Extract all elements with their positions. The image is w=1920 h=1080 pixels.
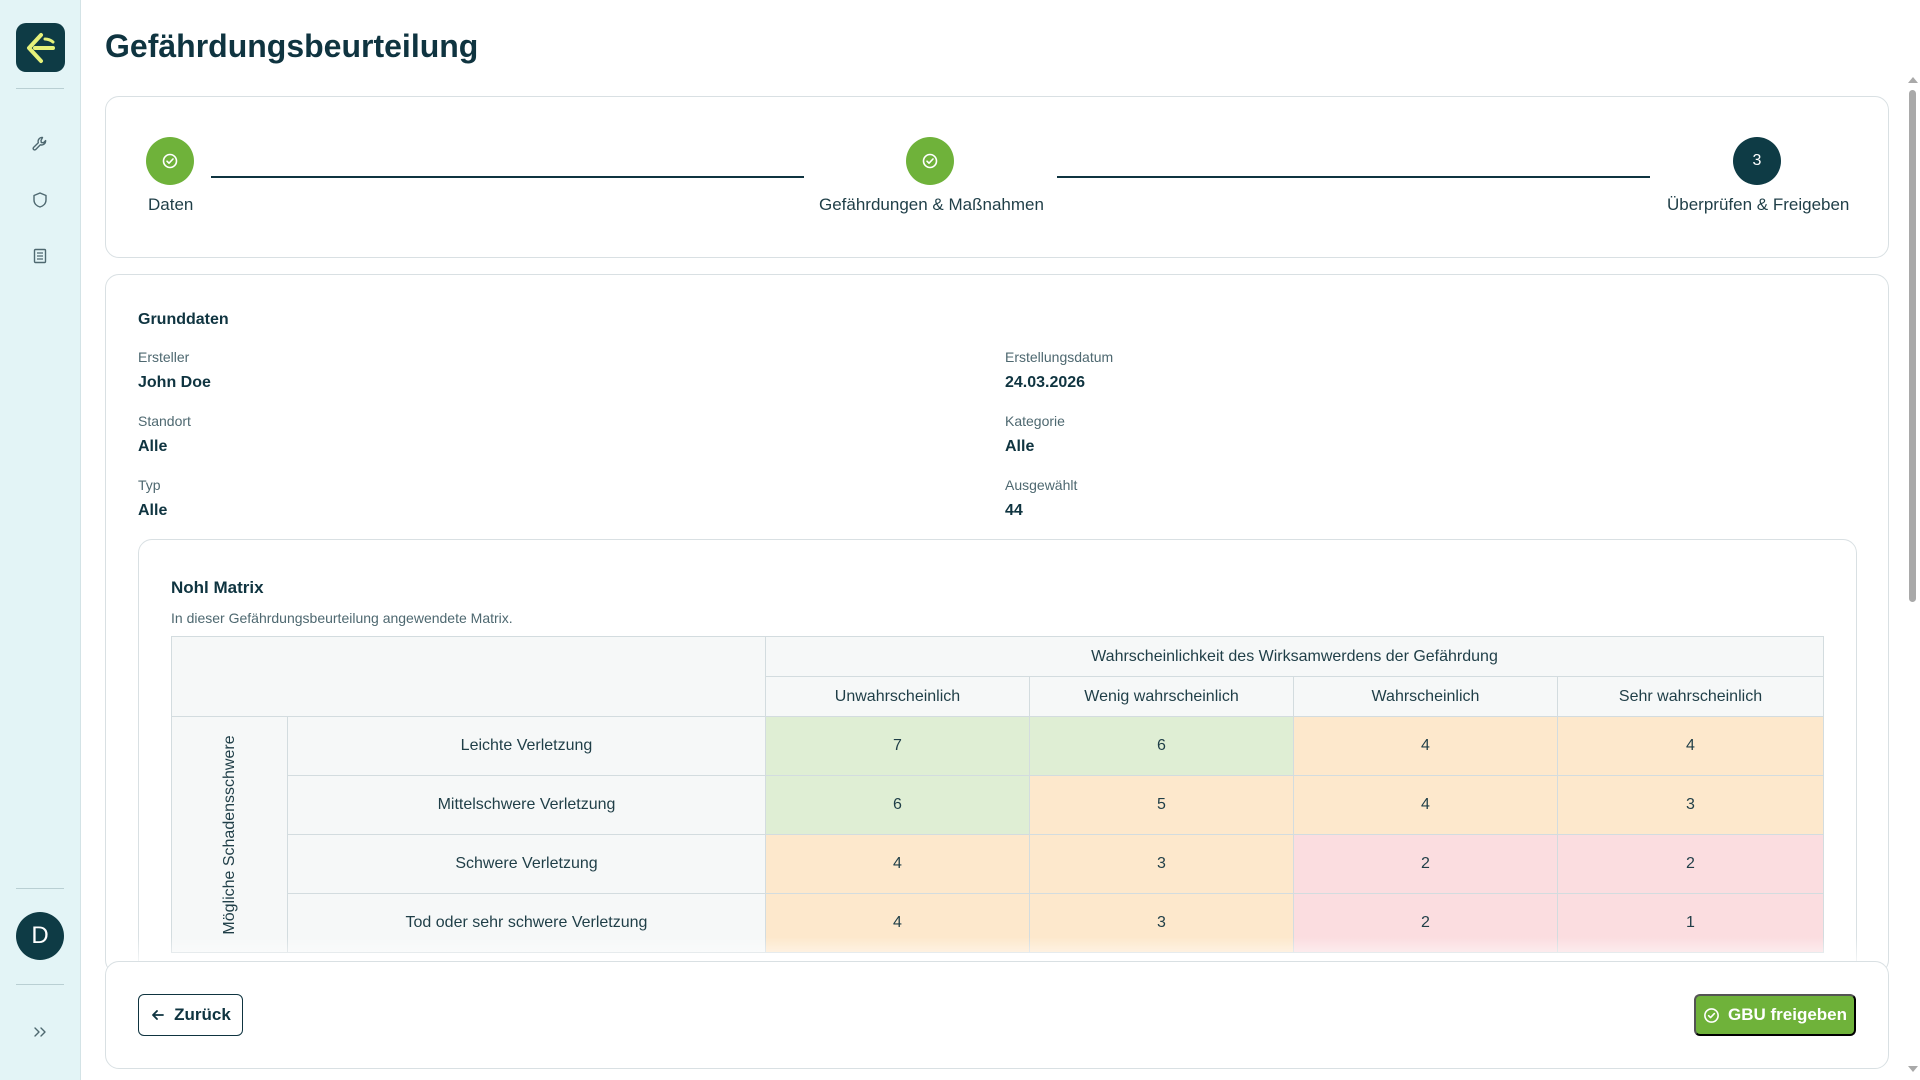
column-group-header: Wahrscheinlichkeit des Wirksamwerdens de… bbox=[765, 636, 1824, 677]
column-header: Unwahrscheinlich bbox=[765, 676, 1030, 717]
matrix-cell: 3 bbox=[1029, 834, 1294, 894]
row-axis-label: Mögliche Schadensschwere bbox=[220, 734, 238, 935]
sidebar-divider bbox=[16, 88, 64, 89]
check-circle-icon bbox=[1704, 1007, 1719, 1023]
sidebar-divider bbox=[16, 984, 64, 985]
step-3-number[interactable]: 3 bbox=[1733, 137, 1781, 185]
ersteller-label: Ersteller bbox=[138, 349, 190, 365]
column-header: Wenig wahrscheinlich bbox=[1029, 676, 1294, 717]
matrix-cell: 6 bbox=[765, 775, 1030, 835]
release-gbu-button[interactable]: GBU freigeben bbox=[1694, 994, 1856, 1036]
release-button-label: GBU freigeben bbox=[1727, 1005, 1848, 1024]
step-1-label: Daten bbox=[148, 195, 194, 214]
typ-value: Alle bbox=[138, 502, 168, 519]
page-scrollbar[interactable] bbox=[1904, 72, 1920, 1072]
standort-value: Alle bbox=[138, 438, 168, 455]
kategorie-label: Kategorie bbox=[1005, 413, 1065, 429]
scroll-down-icon[interactable] bbox=[1908, 1066, 1918, 1072]
grunddaten-title: Grunddaten bbox=[138, 311, 229, 328]
document-icon[interactable] bbox=[28, 244, 52, 268]
erstellungsdatum-value: 24.03.2026 bbox=[1005, 374, 1086, 391]
step-2-label: Gefährdungen & Maßnahmen bbox=[819, 195, 1044, 214]
matrix-subtitle: In dieser Gefährdungsbeurteilung angewen… bbox=[171, 610, 513, 626]
back-button[interactable]: Zurück bbox=[138, 994, 243, 1036]
ausgewaehlt-label: Ausgewählt bbox=[1005, 477, 1078, 493]
scroll-up-icon[interactable] bbox=[1908, 77, 1918, 83]
matrix-cell: 3 bbox=[1557, 775, 1824, 835]
sidebar: D bbox=[0, 0, 81, 1080]
nohl-matrix-card: Nohl Matrix In dieser Gefährdungsbeurtei… bbox=[138, 539, 1857, 973]
matrix-cell: 2 bbox=[1557, 834, 1824, 894]
row-label: Leichte Verletzung bbox=[287, 716, 766, 776]
action-footer: Zurück GBU freigeben bbox=[105, 961, 1889, 1069]
step-2-check-icon[interactable] bbox=[906, 137, 954, 185]
matrix-cell: 6 bbox=[1029, 716, 1294, 776]
stepper: Daten Gefährdungen & Maßnahmen 3 Überprü… bbox=[105, 96, 1889, 258]
column-header: Wahrscheinlich bbox=[1293, 676, 1558, 717]
page-title: Gefährdungsbeurteilung bbox=[105, 28, 479, 64]
matrix-cell: 5 bbox=[1029, 775, 1294, 835]
avatar[interactable]: D bbox=[16, 912, 64, 960]
column-header: Sehr wahrscheinlich bbox=[1557, 676, 1824, 717]
step-3-label: Überprüfen & Freigeben bbox=[1667, 195, 1850, 214]
matrix-cell: 4 bbox=[1293, 716, 1558, 776]
matrix-title: Nohl Matrix bbox=[171, 578, 264, 597]
chevron-double-right-icon[interactable] bbox=[28, 1020, 52, 1044]
step-connector bbox=[211, 176, 804, 178]
sidebar-divider bbox=[16, 888, 64, 889]
scroll-thumb[interactable] bbox=[1909, 90, 1916, 602]
matrix-cell: 4 bbox=[1293, 775, 1558, 835]
standort-label: Standort bbox=[138, 413, 191, 429]
review-panel: Grunddaten Ersteller John Doe Erstellung… bbox=[105, 274, 1889, 974]
matrix-cell: 4 bbox=[765, 834, 1030, 894]
row-axis-label-cell: Mögliche Schadensschwere bbox=[171, 716, 288, 953]
ersteller-value: John Doe bbox=[138, 374, 211, 391]
arrow-left-icon bbox=[152, 1010, 165, 1020]
matrix-cell: 7 bbox=[765, 716, 1030, 776]
row-label: Mittelschwere Verletzung bbox=[287, 775, 766, 835]
back-button-label: Zurück bbox=[174, 1005, 231, 1024]
wrench-icon[interactable] bbox=[28, 132, 52, 156]
matrix-cell: 2 bbox=[1293, 834, 1558, 894]
row-label: Schwere Verletzung bbox=[287, 834, 766, 894]
shield-icon[interactable] bbox=[28, 188, 52, 212]
app-logo[interactable] bbox=[16, 23, 65, 72]
ausgewaehlt-value: 44 bbox=[1005, 502, 1023, 519]
kategorie-value: Alle bbox=[1005, 438, 1035, 455]
risk-matrix-table: Wahrscheinlichkeit des Wirksamwerdens de… bbox=[171, 636, 1824, 953]
step-1-check-icon[interactable] bbox=[146, 137, 194, 185]
step-connector bbox=[1057, 176, 1650, 178]
logo-arrow-icon bbox=[26, 32, 55, 63]
erstellungsdatum-label: Erstellungsdatum bbox=[1005, 349, 1114, 365]
typ-label: Typ bbox=[138, 477, 161, 493]
matrix-cell: 4 bbox=[1557, 716, 1824, 776]
matrix-corner bbox=[171, 636, 766, 717]
